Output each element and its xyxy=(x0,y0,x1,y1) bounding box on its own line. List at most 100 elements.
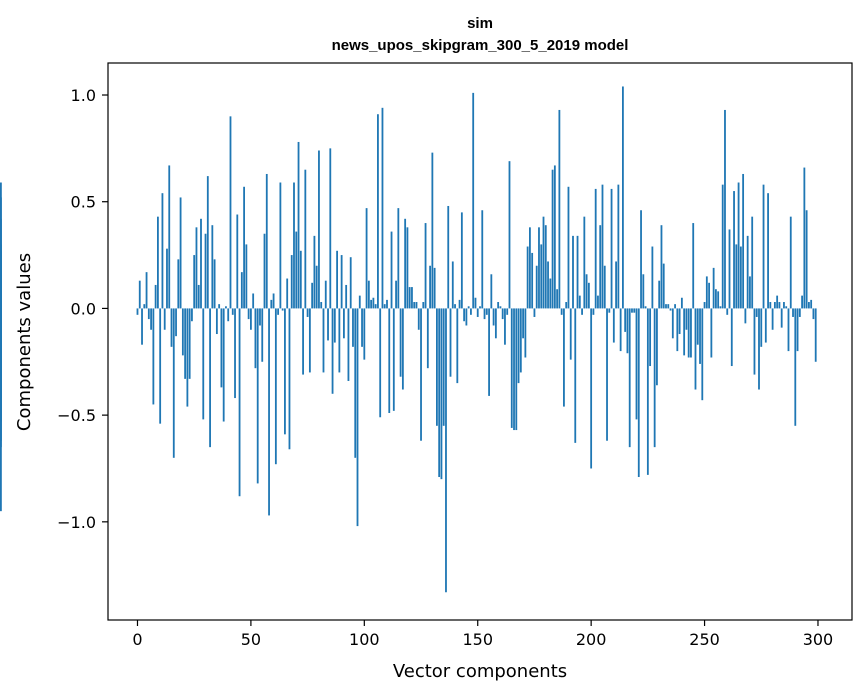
bar xyxy=(719,306,722,309)
bar xyxy=(374,304,377,309)
bar xyxy=(299,250,302,309)
bar xyxy=(694,308,697,390)
bar xyxy=(567,186,570,309)
bar xyxy=(367,280,370,309)
bar xyxy=(372,297,375,309)
bar xyxy=(240,272,243,309)
bar xyxy=(590,308,593,469)
bar xyxy=(587,282,590,309)
bar xyxy=(286,278,289,309)
bar xyxy=(710,308,713,358)
bar xyxy=(581,308,583,315)
bar xyxy=(281,308,284,311)
bar xyxy=(234,308,236,399)
bar xyxy=(343,308,345,339)
bar xyxy=(547,261,549,309)
bar xyxy=(676,308,679,352)
bar xyxy=(220,308,223,388)
bar xyxy=(805,210,808,309)
bar xyxy=(420,308,422,441)
bar xyxy=(395,280,397,309)
bar xyxy=(202,308,205,420)
bar xyxy=(193,255,196,309)
bar xyxy=(696,308,699,345)
y-tick-label: 0.5 xyxy=(71,193,96,212)
bar xyxy=(197,284,200,309)
bar xyxy=(277,308,280,315)
bar xyxy=(642,274,645,309)
bar xyxy=(531,252,534,309)
bar xyxy=(533,308,536,317)
bar xyxy=(284,308,286,435)
bar xyxy=(320,302,323,309)
bar xyxy=(424,223,427,309)
bar xyxy=(252,293,255,309)
bar xyxy=(715,289,717,309)
bar xyxy=(250,308,252,330)
bar xyxy=(172,308,175,458)
bar xyxy=(735,244,738,309)
bar xyxy=(526,246,529,309)
bar xyxy=(272,293,275,309)
bar xyxy=(628,308,631,448)
bar xyxy=(163,308,166,330)
bar xyxy=(485,308,488,315)
bar xyxy=(438,308,441,478)
bar xyxy=(279,182,282,309)
bar xyxy=(603,265,606,309)
bar xyxy=(467,306,470,309)
bar xyxy=(515,308,518,431)
bar xyxy=(760,308,763,347)
bar xyxy=(157,216,159,309)
bar xyxy=(0,252,2,309)
bar xyxy=(315,265,318,309)
bar xyxy=(792,308,794,317)
bar xyxy=(247,308,250,320)
bar xyxy=(522,308,524,339)
bar xyxy=(349,257,352,309)
bar xyxy=(270,299,273,309)
bar xyxy=(213,259,216,309)
bar xyxy=(585,274,588,309)
bar xyxy=(644,306,647,309)
bar xyxy=(433,267,436,309)
bar xyxy=(678,308,681,335)
bar xyxy=(356,308,359,527)
bar xyxy=(699,308,701,364)
bar xyxy=(622,86,624,309)
bar xyxy=(138,280,141,309)
bar xyxy=(261,308,264,362)
bar xyxy=(569,308,572,360)
bar xyxy=(597,295,599,309)
bar xyxy=(447,205,450,309)
bar xyxy=(721,184,724,309)
bar xyxy=(488,308,490,396)
x-axis-label: Vector components xyxy=(393,661,567,682)
bar xyxy=(231,308,234,315)
bar xyxy=(551,169,554,309)
bar xyxy=(370,299,373,309)
bar xyxy=(656,308,658,386)
bar xyxy=(606,308,608,441)
bar xyxy=(690,308,692,358)
bar xyxy=(508,161,511,309)
bar xyxy=(563,308,565,407)
bar xyxy=(651,246,654,309)
bar xyxy=(572,235,574,309)
bar xyxy=(624,308,627,332)
bar xyxy=(358,295,361,309)
bar xyxy=(592,308,595,315)
bar xyxy=(635,308,638,420)
bar xyxy=(331,308,334,394)
bar xyxy=(306,308,309,317)
bar xyxy=(771,308,774,330)
bar xyxy=(401,308,404,390)
bar xyxy=(236,214,239,309)
bar xyxy=(796,308,799,352)
bar xyxy=(293,182,295,309)
bar xyxy=(728,229,731,309)
bar xyxy=(755,308,758,317)
y-tick-label: 1.0 xyxy=(71,86,96,105)
bar xyxy=(181,308,184,356)
